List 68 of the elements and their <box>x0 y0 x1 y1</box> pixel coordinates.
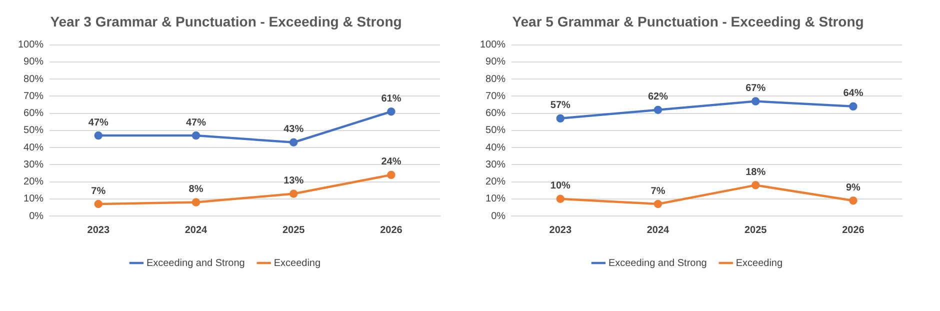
x-tick-label: 2026 <box>380 224 403 236</box>
y-tick-label: 90% <box>24 56 44 68</box>
point <box>94 200 103 208</box>
point <box>751 97 760 106</box>
y-tick-label: 40% <box>24 142 44 154</box>
chart-title: Year 3 Grammar & Punctuation - Exceeding & Strong <box>50 13 402 30</box>
y-tick-label: 10% <box>24 194 44 205</box>
y-tick-label: 50% <box>486 125 506 136</box>
data-label: 57% <box>550 100 570 112</box>
legend-label: Exceeding and Strong <box>608 258 707 269</box>
y-tick-label: 90% <box>486 56 506 68</box>
point <box>849 102 858 111</box>
y-tick-label: 50% <box>24 125 44 136</box>
y-tick-label: 20% <box>24 176 44 188</box>
data-label: 47% <box>88 117 108 128</box>
point <box>387 107 396 116</box>
x-tick-label: 2023 <box>87 224 110 236</box>
data-label: 9% <box>846 182 861 194</box>
data-label: 61% <box>381 93 402 104</box>
data-label: 13% <box>284 175 304 186</box>
y-tick-label: 0% <box>29 210 44 222</box>
data-label: 8% <box>188 184 204 196</box>
legend-label: Exceeding <box>736 258 783 269</box>
y-tick-label: 100% <box>480 40 506 51</box>
point <box>654 200 662 208</box>
y-tick-label: 0% <box>491 210 506 222</box>
data-label: 7% <box>91 186 106 197</box>
y-tick-label: 100% <box>18 40 44 51</box>
point <box>192 198 200 206</box>
x-tick-label: 2025 <box>744 224 768 236</box>
point <box>556 194 565 204</box>
x-tick-label: 2026 <box>842 224 865 236</box>
y-tick-label: 70% <box>486 90 506 102</box>
data-label: 47% <box>186 117 206 128</box>
y-tick-label: 40% <box>486 142 506 154</box>
data-label: 7% <box>650 186 666 197</box>
legend-label: Exceeding and Strong <box>146 258 245 269</box>
data-label: 67% <box>746 83 766 94</box>
point <box>849 196 858 205</box>
point <box>192 131 200 140</box>
chart-title: Year 5 Grammar & Punctuation - Exceeding & Strong <box>512 13 864 30</box>
data-label: 62% <box>648 92 668 103</box>
data-label: 43% <box>284 124 304 136</box>
point <box>654 106 662 114</box>
data-label: 10% <box>550 180 570 192</box>
point <box>556 114 565 123</box>
data-label: 18% <box>746 166 766 178</box>
y-tick-label: 20% <box>486 176 506 188</box>
y-tick-label: 30% <box>486 159 506 170</box>
y-tick-label: 60% <box>24 108 44 120</box>
y-tick-label: 60% <box>486 108 506 120</box>
point <box>289 138 298 147</box>
point <box>751 181 760 190</box>
y-tick-label: 80% <box>486 74 506 85</box>
data-label: 64% <box>843 88 864 100</box>
x-tick-label: 2024 <box>646 224 670 236</box>
y-tick-label: 80% <box>24 74 44 85</box>
point <box>94 131 103 140</box>
y-tick-label: 70% <box>24 90 44 102</box>
point <box>387 170 396 180</box>
y-tick-label: 30% <box>24 159 44 170</box>
x-tick-label: 2025 <box>282 224 306 236</box>
point <box>289 190 298 198</box>
data-label: 24% <box>381 156 402 168</box>
x-tick-label: 2024 <box>184 224 208 236</box>
y-tick-label: 10% <box>486 194 506 205</box>
x-tick-label: 2023 <box>549 224 572 236</box>
legend-label: Exceeding <box>274 258 321 269</box>
